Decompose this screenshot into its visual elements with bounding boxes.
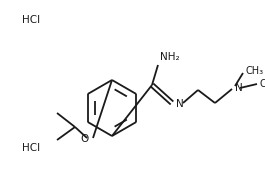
Text: HCl: HCl — [22, 15, 40, 25]
Text: N: N — [176, 99, 184, 109]
Text: CH₃: CH₃ — [259, 79, 265, 89]
Text: HCl: HCl — [22, 143, 40, 153]
Text: O: O — [81, 134, 89, 144]
Text: N: N — [235, 83, 243, 93]
Text: CH₃: CH₃ — [246, 66, 264, 76]
Text: NH₂: NH₂ — [160, 52, 180, 62]
